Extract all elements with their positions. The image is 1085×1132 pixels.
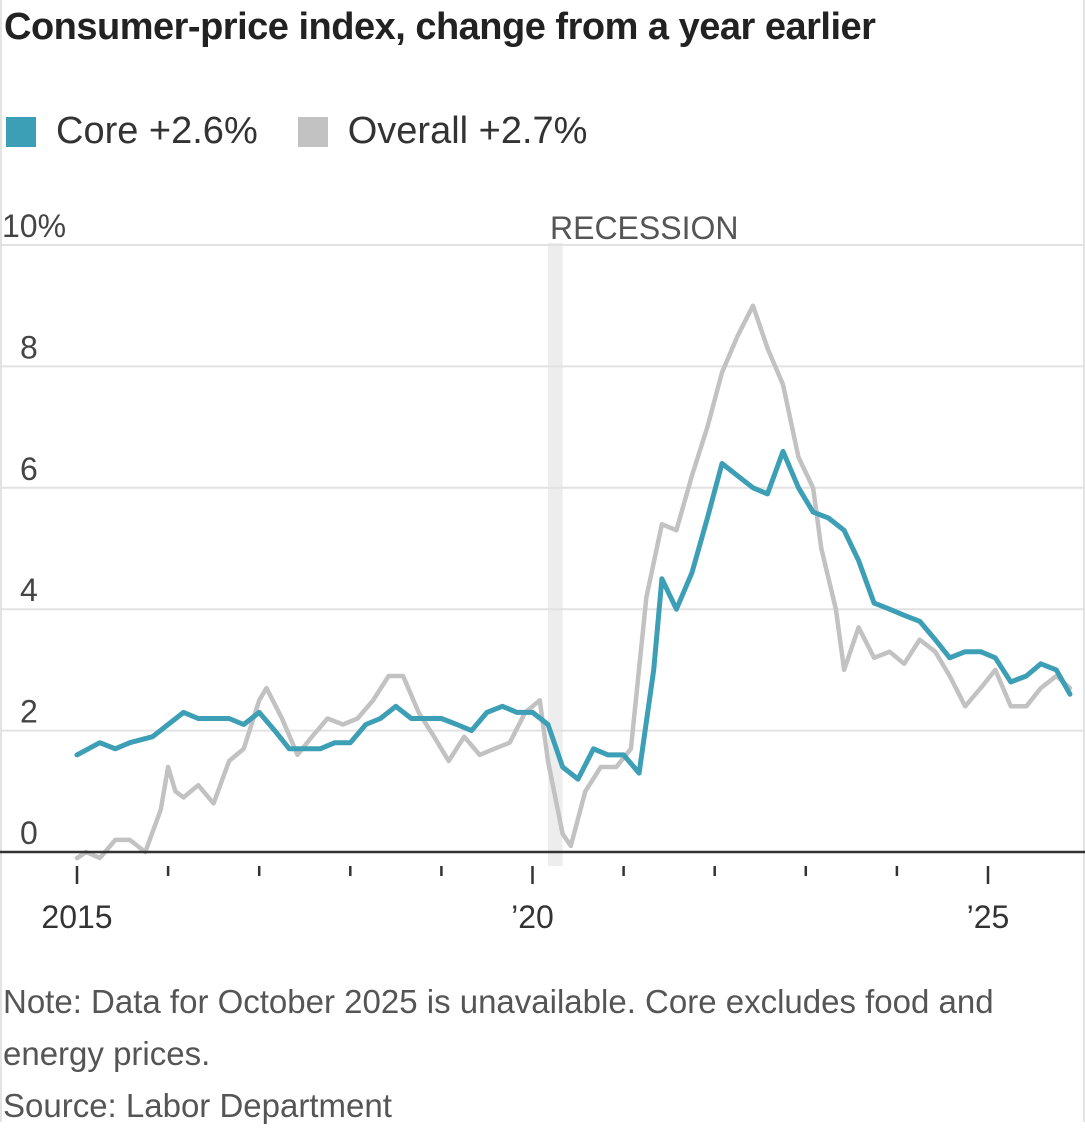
y-tick-label-8: 8 <box>20 329 38 365</box>
legend-item-overall: Overall +2.7% <box>297 110 588 153</box>
legend-swatch-overall <box>297 116 328 147</box>
chart-title: Consumer-price index, change from a year… <box>4 6 876 48</box>
legend-item-core: Core +2.6% <box>6 110 258 153</box>
x-tick-label-2015: 2015 <box>41 899 112 935</box>
series-line-core <box>74 448 1073 782</box>
y-tick-label-2: 2 <box>20 694 38 730</box>
chart-note: Note: Data for October 2025 is unavailab… <box>3 983 994 1072</box>
legend-label-overall: Overall +2.7% <box>347 110 588 152</box>
y-tick-label-6: 6 <box>20 451 38 487</box>
cpi-line-chart: RECESSION 10% 8 6 4 2 0 2015 ’20 ’25 <box>0 208 1085 935</box>
y-tick-label-0: 0 <box>20 815 38 851</box>
chart-source: Source: Labor Department <box>3 1087 392 1124</box>
recession-band <box>547 243 563 866</box>
x-tick-label-2025: ’25 <box>967 899 1010 935</box>
chart-footnotes: Note: Data for October 2025 is unavailab… <box>3 976 1078 1132</box>
frame-left-border <box>0 0 2 1122</box>
recession-label: RECESSION <box>550 210 738 246</box>
legend-label-core: Core +2.6% <box>56 110 258 152</box>
x-tick-label-2020: ’20 <box>511 899 554 935</box>
y-tick-label-4: 4 <box>20 572 38 608</box>
y-tick-label-10: 10% <box>2 208 66 244</box>
frame-right-border <box>1083 0 1085 1122</box>
chart-legend: Core +2.6% Overall +2.7% <box>6 110 627 153</box>
legend-swatch-core <box>6 116 36 147</box>
series-line-overall <box>74 303 1073 861</box>
